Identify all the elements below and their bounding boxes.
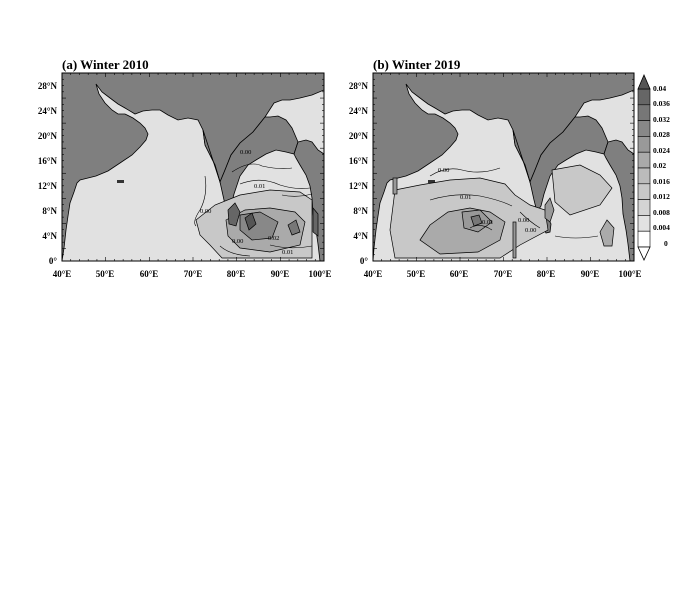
x-tick-label: 90°E (581, 269, 600, 279)
panel-b-x-labels: 40°E 50°E 60°E 70°E 80°E 90°E 100°E (364, 269, 642, 279)
contour-label: 0.01 (282, 249, 293, 256)
x-tick-label: 50°E (407, 269, 426, 279)
y-tick-label: 4°N (353, 231, 368, 241)
contour-label: 0.00 (438, 167, 449, 174)
x-tick-label: 50°E (96, 269, 115, 279)
x-tick-label: 80°E (537, 269, 556, 279)
colorbar-swatch (637, 104, 651, 121)
y-tick-label: 28°N (38, 81, 58, 91)
y-tick-label: 24°N (349, 106, 369, 116)
panel-b-map: 0.00 0.01 0.01 0.00 0.00 (373, 73, 634, 261)
colorbar-label: 0.012 (653, 192, 670, 201)
land-socotra (117, 180, 124, 183)
land-socotra (428, 180, 435, 183)
y-tick-label: 20°N (38, 131, 58, 141)
y-tick-label: 12°N (38, 181, 58, 191)
colorbar-label: 0.004 (653, 223, 670, 232)
colorbar-swatch (637, 230, 651, 248)
colorbar-label: 0.04 (653, 84, 666, 93)
colorbar-swatch (637, 215, 651, 232)
x-tick-label: 60°E (140, 269, 159, 279)
panel-a-title: (a) Winter 2010 (62, 57, 149, 72)
land-india (202, 115, 299, 213)
colorbar-label: 0.024 (653, 146, 670, 155)
colorbar-swatches (637, 88, 651, 248)
colorbar-label: 0.028 (653, 130, 670, 139)
y-tick-label: 8°N (353, 206, 368, 216)
y-tick-label: 0° (49, 256, 58, 266)
contour-label: 0.01 (460, 194, 471, 201)
contours-b (429, 167, 599, 239)
colorbar: 0.04 0.036 0.032 0.028 0.024 0.02 0.016 … (637, 73, 670, 261)
colorbar-label: 0 (664, 239, 668, 248)
contour-label: 0.00 (200, 208, 211, 215)
colorbar-swatch (637, 88, 651, 106)
panel-b-title: (b) Winter 2019 (373, 57, 461, 72)
colorbar-swatch (637, 199, 651, 216)
land-india (512, 115, 609, 213)
colorbar-label: 0.032 (653, 115, 670, 124)
colorbar-swatch (637, 136, 651, 153)
colorbar-swatch (637, 167, 651, 185)
panel-a-x-labels: 40°E 50°E 60°E 70°E 80°E 90°E 100°E (53, 269, 332, 279)
contour-label: 0.00 (232, 238, 243, 245)
land-southeast-asia (603, 139, 634, 261)
panel-a-y-labels: 0° 4°N 8°N 12°N 16°N 20°N 24°N 28°N (38, 81, 58, 266)
colorbar-label: 0.016 (653, 177, 670, 186)
panel-b-y-labels: 0° 4°N 8°N 12°N 16°N 20°N 24°N 28°N (349, 81, 369, 266)
x-tick-label: 90°E (271, 269, 290, 279)
colorbar-swatch (637, 151, 651, 169)
contour-labels-b: 0.00 0.01 0.01 0.00 0.00 (438, 167, 536, 234)
colorbar-top-arrow (637, 73, 651, 90)
contours-a (194, 163, 313, 257)
contour-label: 0.02 (268, 235, 279, 242)
panel-b-ticks (372, 72, 635, 262)
colorbar-swatch (637, 120, 651, 137)
panel-b: (b) Winter 2019 (349, 57, 642, 279)
colorbar-labels: 0.04 0.036 0.032 0.028 0.024 0.02 0.016 … (653, 84, 670, 248)
colorbar-label: 0.036 (653, 99, 670, 108)
contour-labels-a: 0.00 0.01 0.00 0.02 0.00 0.01 (200, 149, 293, 256)
y-tick-label: 16°N (349, 156, 369, 166)
x-tick-label: 70°E (184, 269, 203, 279)
y-tick-label: 20°N (349, 131, 369, 141)
panel-a-ticks (61, 72, 325, 262)
x-tick-label: 70°E (494, 269, 513, 279)
y-tick-label: 28°N (349, 81, 369, 91)
contour-label: 0.00 (518, 217, 529, 224)
shaded-region-a (195, 189, 319, 259)
colorbar-swatch (637, 183, 651, 200)
y-tick-label: 0° (360, 256, 369, 266)
x-tick-label: 100°E (308, 269, 331, 279)
contour-label: 0.01 (254, 183, 265, 190)
colorbar-bottom-arrow (637, 246, 651, 261)
contour-label: 0.00 (525, 227, 536, 234)
x-tick-label: 60°E (450, 269, 469, 279)
x-tick-label: 80°E (227, 269, 246, 279)
y-tick-label: 16°N (38, 156, 58, 166)
y-tick-label: 24°N (38, 106, 58, 116)
y-tick-label: 12°N (349, 181, 369, 191)
shaded-region-b (389, 164, 615, 259)
contour-label: 0.00 (240, 149, 251, 156)
x-tick-label: 40°E (364, 269, 383, 279)
panel-a-map: 0.00 0.01 0.00 0.02 0.00 0.01 (62, 73, 324, 261)
panel-a: (a) Winter 2010 (38, 57, 332, 279)
x-tick-label: 40°E (53, 269, 72, 279)
colorbar-label: 0.02 (653, 161, 666, 170)
y-tick-label: 8°N (42, 206, 57, 216)
y-tick-label: 4°N (42, 231, 57, 241)
contour-label: 0.01 (482, 219, 493, 226)
x-tick-label: 100°E (618, 269, 641, 279)
colorbar-label: 0.008 (653, 208, 670, 217)
